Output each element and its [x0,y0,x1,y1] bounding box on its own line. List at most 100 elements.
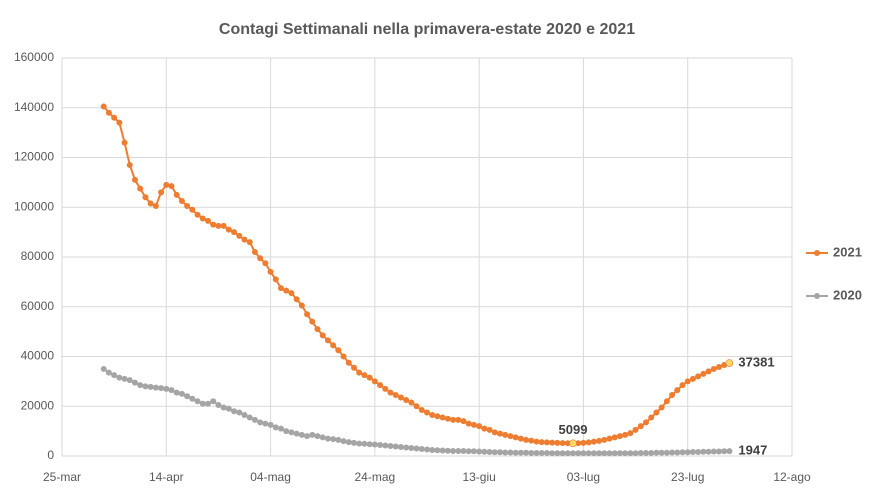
data-point [283,428,290,435]
data-point [397,394,404,401]
data-point [418,406,425,413]
data-point [476,448,483,455]
data-point [502,449,509,456]
y-tick-label: 140000 [14,100,54,114]
data-point [538,439,545,446]
data-label: 1947 [738,443,767,458]
data-point [314,326,321,333]
y-tick-label: 0 [47,448,54,462]
data-point [585,439,592,446]
data-point [132,176,138,183]
data-point [173,191,180,198]
data-point [309,431,316,438]
y-tick-label: 120000 [14,150,54,164]
data-point [215,222,222,229]
data-point [674,449,681,456]
data-point [210,221,217,228]
data-point [121,375,128,382]
data-point [517,435,524,442]
data-point [126,161,133,168]
data-point [111,372,118,379]
data-point [178,390,185,397]
data-point [257,419,264,426]
data-point [116,119,123,126]
data-point [695,373,702,380]
data-point [163,385,170,392]
data-point [382,385,389,392]
data-point [304,433,311,440]
data-point [585,450,592,457]
data-point [476,423,483,430]
data-point [543,439,550,446]
data-point [575,450,582,457]
data-point [679,449,686,456]
data-point [205,217,211,224]
y-tick-label: 60000 [21,299,55,313]
data-point [116,374,123,381]
data-point [158,189,165,196]
x-tick-label: 24-mag [355,470,396,484]
data-point [455,448,462,455]
data-point [528,437,535,444]
data-point [241,411,248,418]
y-tick-label: 160000 [14,50,54,64]
data-point [689,449,696,456]
data-point [497,430,503,437]
data-point [377,442,384,449]
data-point [507,433,514,440]
data-point [121,139,128,146]
data-point [543,450,550,457]
data-point [486,426,493,433]
data-point [397,444,404,451]
x-tick-label: 12-ago [773,470,811,484]
data-point [251,416,258,423]
data-label: 37381 [738,354,774,369]
data-point [408,399,415,406]
data-point [533,450,540,457]
data-point [387,443,394,450]
data-point [627,450,634,457]
data-point [288,290,295,297]
data-point [231,408,238,415]
data-point [465,420,472,427]
data-point [491,449,498,456]
data-point [507,449,514,456]
data-point [262,260,269,267]
data-point [387,389,394,396]
data-point [283,287,290,294]
data-point [554,450,561,457]
data-point [674,387,681,394]
data-point [700,370,707,377]
data-point [554,439,561,446]
data-point [168,183,175,190]
x-tick-label: 23-lug [671,470,704,484]
data-point [570,450,576,457]
data-point [611,450,618,457]
data-point [637,450,644,457]
data-point [189,206,196,213]
data-point [137,382,144,389]
data-point [377,382,384,389]
data-point [653,409,660,416]
data-point [335,436,342,443]
data-point [251,249,258,256]
data-point [189,395,196,402]
legend-label: 2021 [833,244,862,259]
data-point [606,450,613,457]
data-point [356,440,363,447]
data-point [648,414,655,421]
data-point [450,448,457,455]
data-point [324,337,331,344]
data-point [403,444,410,451]
data-point [314,433,321,440]
data-point [564,440,571,447]
data-point [424,446,430,453]
data-point [304,311,311,318]
data-point [246,239,253,246]
data-point [351,439,357,446]
legend-marker [814,250,820,256]
data-point [345,439,352,446]
data-point [627,430,634,437]
